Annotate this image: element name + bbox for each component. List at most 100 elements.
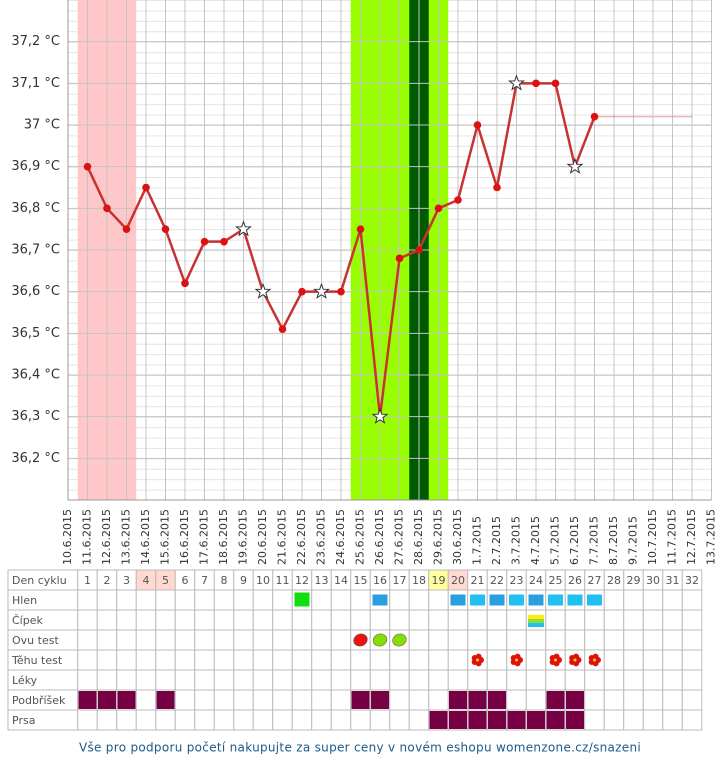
- cell: [135, 609, 157, 631]
- cell: [272, 609, 293, 631]
- cell: [252, 689, 274, 711]
- x-tick-label: 2.7.2015: [490, 516, 503, 565]
- cell: [447, 649, 469, 671]
- day-number: 7: [201, 574, 208, 587]
- day-number: 19: [432, 574, 446, 587]
- cell: [252, 649, 274, 671]
- point: [83, 162, 92, 171]
- cell: [525, 629, 547, 651]
- day-number: 18: [412, 574, 426, 587]
- cell: [369, 669, 391, 691]
- x-tick-label: 27.6.2015: [393, 509, 406, 565]
- entry-square: [98, 691, 116, 709]
- cell: [408, 629, 430, 651]
- ovulation-test: [392, 633, 407, 647]
- cell: [291, 609, 313, 631]
- cell: [428, 669, 449, 691]
- excluded-point: [234, 220, 253, 237]
- cell: [623, 649, 644, 671]
- day-number: 26: [568, 574, 582, 587]
- x-tick-label: 23.6.2015: [315, 509, 328, 565]
- cell: [116, 709, 137, 731]
- cell: [252, 629, 274, 651]
- cell: [252, 709, 274, 731]
- x-tick-label: 4.7.2015: [529, 516, 542, 565]
- row-label: Prsa: [12, 714, 35, 727]
- cell: [389, 709, 410, 731]
- day-number: 20: [451, 574, 465, 587]
- cell: [311, 649, 332, 671]
- cell: [506, 609, 527, 631]
- cell: [311, 689, 332, 711]
- x-tick-label: 1.7.2015: [471, 516, 484, 565]
- day-number: 25: [549, 574, 563, 587]
- cell: [389, 609, 410, 631]
- cell: [545, 609, 566, 631]
- mucus-entry: [371, 593, 389, 607]
- cell: [213, 649, 235, 671]
- row-label: Den cyklu: [12, 574, 67, 587]
- x-tick-label: 12.6.2015: [100, 509, 113, 565]
- day-number: 21: [471, 574, 485, 587]
- mucus-entry: [449, 593, 467, 607]
- entry-square: [566, 711, 584, 729]
- cell: [662, 709, 683, 731]
- cell: [389, 689, 410, 711]
- cell: [96, 649, 118, 671]
- cell: [311, 709, 332, 731]
- day-number: 30: [646, 574, 660, 587]
- x-tick-label: 12.7.2015: [685, 509, 698, 565]
- cell: [77, 609, 98, 631]
- entry-square: [488, 691, 506, 709]
- cell: [194, 649, 215, 671]
- y-tick-label: 37 °C: [24, 118, 60, 133]
- point: [356, 225, 365, 233]
- cell: [213, 609, 235, 631]
- day-number: 27: [588, 574, 602, 587]
- cell: [272, 669, 293, 691]
- shop-link[interactable]: Vše pro podporu početí nakupujte za supe…: [79, 741, 641, 755]
- cell: [623, 629, 644, 651]
- cell: [603, 689, 625, 711]
- day-number: 32: [685, 574, 699, 587]
- cell: [233, 649, 254, 671]
- cell: [389, 649, 410, 671]
- cell: [194, 609, 215, 631]
- day-number: 23: [510, 574, 524, 587]
- cell: [486, 669, 508, 691]
- cell: [642, 629, 664, 651]
- cell: [642, 669, 664, 691]
- point: [395, 254, 404, 263]
- cell: [428, 609, 449, 631]
- cell: [369, 709, 391, 731]
- cell: [681, 669, 703, 691]
- mucus-entry: [469, 593, 486, 607]
- cell: [135, 689, 157, 711]
- cell: [350, 609, 371, 631]
- y-tick-label: 36,3 °C: [11, 409, 60, 424]
- point: [142, 183, 150, 192]
- day-number: 31: [666, 574, 680, 587]
- entry-square: [117, 691, 136, 709]
- cell: [116, 589, 137, 611]
- cervix-entry: [528, 623, 544, 627]
- cell: [330, 629, 352, 651]
- day-number: 28: [607, 574, 621, 587]
- mucus-entry: [293, 591, 311, 608]
- x-tick-label: 29.6.2015: [432, 509, 445, 565]
- pregnancy-test-center: [515, 658, 518, 662]
- cell: [135, 709, 157, 731]
- cell: [213, 689, 235, 711]
- day-number: 22: [490, 574, 504, 587]
- cell: [155, 669, 176, 691]
- x-tick-label: 21.6.2015: [276, 509, 289, 565]
- cervix-entry: [528, 619, 544, 623]
- x-tick-label: 26.6.2015: [373, 509, 386, 565]
- cell: [96, 709, 118, 731]
- cell: [272, 589, 293, 611]
- point: [415, 246, 423, 254]
- cell: [77, 709, 98, 731]
- cell: [272, 689, 293, 711]
- cell: [603, 669, 625, 691]
- cell: [662, 669, 683, 691]
